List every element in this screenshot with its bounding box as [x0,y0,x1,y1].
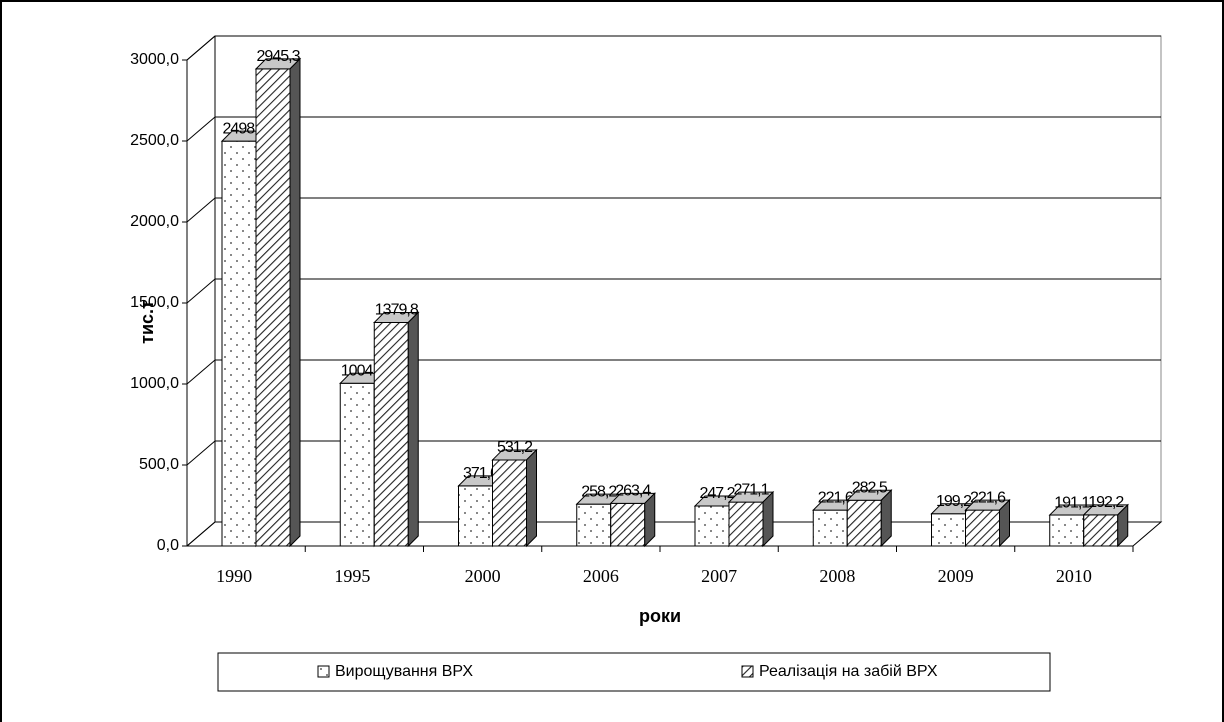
bar-front [221,140,257,547]
grid-line [186,278,216,304]
bar-side [762,490,774,548]
x-tick-label: 2007 [701,566,737,586]
bar-front [576,503,612,547]
legend [217,652,1051,692]
data-label: 371,0 [463,465,499,482]
grid-line [186,521,216,547]
data-label: 199,2 [936,493,972,510]
y-tick-label: 1500,0 [130,294,179,311]
bar-front [610,502,646,547]
legend-label: Реалізація на забій ВРХ [759,663,938,680]
bar-front [846,499,882,547]
bar-front [812,509,848,547]
bar-front [931,513,966,547]
grid-line [186,35,216,61]
grid-line [186,197,216,223]
data-label: 271,1 [733,481,769,498]
data-label: 258,2 [581,483,617,500]
bar-front [458,485,493,547]
x-tick-label: 2009 [938,566,974,586]
y-tick-label: 0,0 [157,537,179,554]
grid-line [186,116,216,142]
bar-front [339,382,375,547]
x-tick-label: 2000 [465,566,501,586]
bar-front [694,505,730,547]
data-label: 1379,8 [375,302,419,319]
legend-label: Вирощування ВРХ [335,663,473,680]
data-label: 192,2 [1088,494,1124,511]
x-tick-label: 1995 [334,566,370,586]
y-tick-label: 3000,0 [130,51,179,68]
y-tick-label: 500,0 [139,456,179,473]
bar-front [373,321,409,547]
data-label: 247,2 [699,485,735,502]
legend-swatch [741,665,754,678]
y-tick-label: 2500,0 [130,132,179,149]
data-label: 191,1 [1054,494,1090,511]
bar-front [1083,514,1119,547]
x-tick-label: 2006 [583,566,619,586]
y-axis-label: тис.т [137,300,157,344]
floor [185,521,1163,547]
y-tick-label: 2000,0 [130,213,179,230]
data-label: 221,6 [818,489,854,506]
bar-front [492,459,527,547]
data-label: 531,2 [497,439,533,456]
x-tick-label: 2010 [1056,566,1092,586]
bar-side [880,489,892,548]
x-tick-label: 1990 [216,566,252,586]
bar-side [407,311,419,548]
data-label: 282,5 [852,479,888,496]
x-axis-label: роки [639,606,681,626]
data-label: 263,4 [615,483,651,500]
bar-side [1117,503,1129,548]
grid-line [186,359,216,385]
bar-front [965,509,1000,547]
bar-front [728,501,764,547]
x-tick-label: 2008 [819,566,855,586]
y-tick-label: 1000,0 [130,375,179,392]
legend-swatch [317,665,330,678]
grid-line [186,440,216,466]
data-label: 2945,3 [257,48,301,65]
bar-side [999,498,1010,548]
data-label: 221,6 [970,489,1006,506]
bar-side [644,492,656,548]
bar-front [1049,514,1085,547]
bar-side [289,57,301,548]
bar-side [526,448,537,548]
bar-front [255,68,291,547]
